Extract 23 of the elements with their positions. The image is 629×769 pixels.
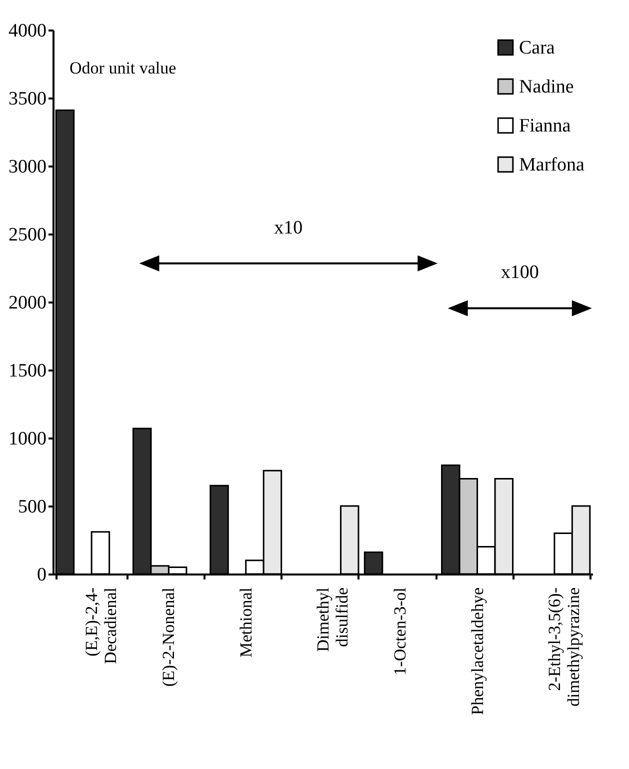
x-tick-label: Phenylacetaldehye [468, 588, 487, 715]
y-tick-label: 3500 [8, 88, 46, 110]
annotation: x10 [274, 217, 303, 238]
y-tick-label: 0 [37, 564, 46, 586]
legend-label: Marfona [519, 154, 585, 176]
x-tick-label: 1-Octen-3-ol [390, 587, 410, 676]
y-tick-label: 4000 [8, 20, 46, 42]
x-tick-label: Methional [236, 587, 256, 658]
x-tick-label: (E)-2-Nonenal [159, 587, 178, 687]
y-axis-title: Odor unit value [70, 58, 176, 78]
y-tick-label: 1500 [8, 360, 46, 382]
x-tick-label: 2-Ethyl-3,5(6)- dimethylpyrazine [544, 587, 583, 706]
y-tick-label: 500 [18, 496, 46, 518]
y-tick-label: 1000 [8, 428, 46, 450]
legend-label: Nadine [519, 76, 574, 98]
x-tick-label: (E,E)-2,4- Decadienal [82, 587, 120, 664]
legend-label: Fianna [519, 116, 572, 136]
x-tick-label: Dimethyl disulfide [314, 587, 352, 652]
annotation: x100 [500, 262, 539, 284]
y-tick-label: 2500 [8, 224, 46, 246]
legend-label: Cara [519, 38, 556, 58]
y-tick-label: 2000 [8, 292, 46, 314]
y-tick-label: 3000 [8, 156, 46, 178]
